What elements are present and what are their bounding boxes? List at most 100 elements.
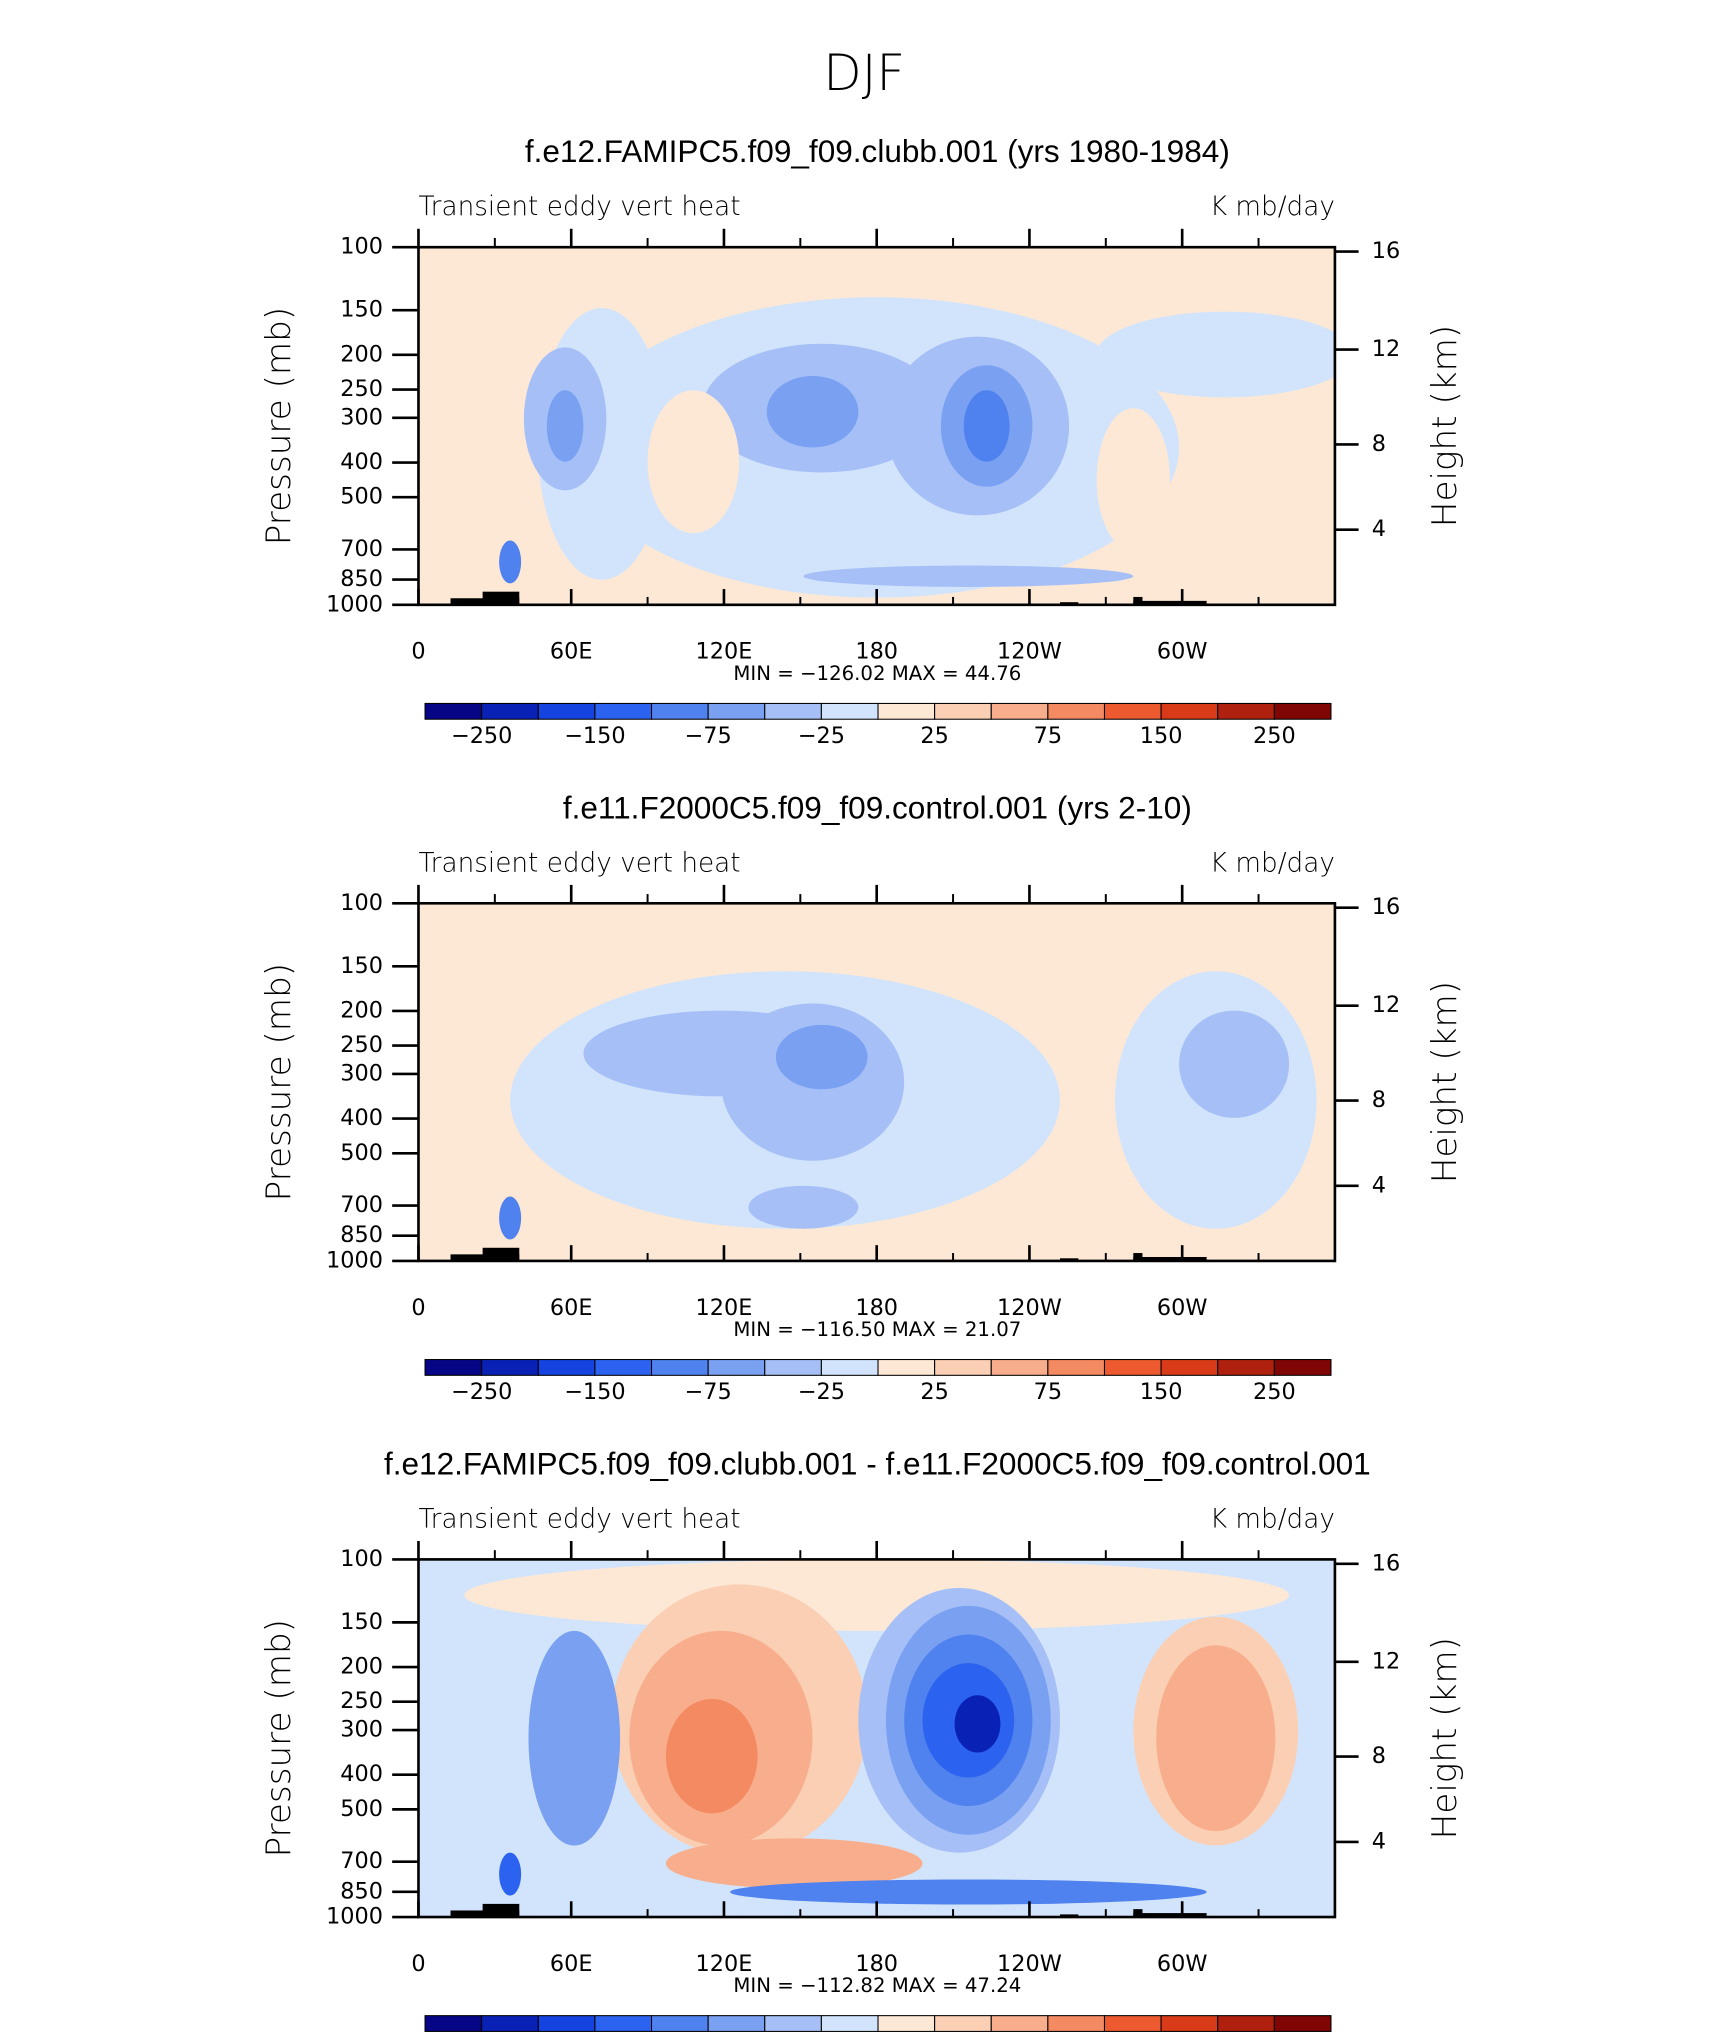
colorbar-box (707, 2015, 766, 2032)
y-tick-label: 400 (340, 449, 383, 475)
y-tick-label: 100 (340, 234, 383, 260)
x-tick-label: 60W (1157, 639, 1208, 665)
topography (1133, 1256, 1207, 1261)
contour-region (803, 565, 1134, 587)
colorbar-box (707, 1359, 766, 1376)
contour-field (418, 903, 1335, 1261)
colorbar-label: 25 (920, 723, 948, 749)
colorbar-label: −10 (798, 2035, 845, 2038)
y-tick-label: 200 (340, 1654, 383, 1680)
panel-title: f.e12.FAMIPC5.f09_f09.clubb.001 (yrs 198… (525, 133, 1230, 169)
colorbar-box (424, 1359, 483, 1376)
colorbar-label: −75 (685, 723, 732, 749)
topography (1133, 600, 1207, 605)
panel: f.e12.FAMIPC5.f09_f09.clubb.001 - f.e11.… (259, 1445, 1465, 2038)
y-tick-label: 700 (340, 1192, 383, 1218)
y-tick-label: 700 (340, 1848, 383, 1874)
topography (1133, 1253, 1143, 1261)
colorbar-box (990, 1359, 1049, 1376)
y2-tick-label: 12 (1372, 992, 1400, 1018)
colorbar-box (1273, 1359, 1332, 1376)
x-tick-label: 0 (411, 639, 425, 665)
colorbar-box (1047, 2015, 1106, 2032)
x-tick-label: 180 (855, 639, 898, 665)
contour-region (647, 390, 740, 534)
contour-region (1096, 311, 1335, 398)
colorbar-label: 80 (1260, 2035, 1288, 2038)
colorbar-box (934, 2015, 992, 2032)
colorbar-label: −25 (798, 1379, 845, 1405)
left-label: Transient eddy vert heat (418, 1504, 740, 1534)
colorbar-box (934, 1359, 992, 1376)
x-tick-label: 60E (550, 639, 593, 665)
colorbar-box (990, 2015, 1049, 2032)
colorbar-box (707, 702, 766, 720)
y-tick-label: 200 (340, 997, 383, 1023)
y2-tick-label: 8 (1372, 1743, 1386, 1769)
contour-region (954, 1695, 1001, 1753)
stats: MIN = −126.02 MAX = 44.76 (733, 662, 1021, 685)
colorbar-label: 150 (1140, 723, 1183, 749)
contour-region (730, 1879, 1207, 1905)
colorbar-box (594, 702, 653, 720)
y2-tick-label: 8 (1372, 431, 1386, 457)
colorbar-box (594, 2015, 653, 2032)
colorbar-box (764, 1359, 822, 1376)
colorbar-label: 75 (1034, 723, 1062, 749)
contour-field (418, 1559, 1335, 1918)
topography (1133, 1909, 1143, 1918)
contour-region (499, 540, 522, 584)
stats: MIN = −112.82 MAX = 47.24 (733, 1974, 1021, 1997)
colorbar-box (877, 702, 936, 720)
y-tick-label: 850 (340, 1878, 383, 1904)
colorbar-box (481, 2015, 539, 2032)
contour-region (464, 1559, 1290, 1631)
colorbar-label: 250 (1253, 1379, 1296, 1405)
colorbar-box (481, 702, 539, 720)
topography (482, 591, 520, 605)
contour-region (665, 1698, 758, 1814)
y-tick-label: 700 (340, 536, 383, 562)
colorbar-box (1217, 702, 1275, 720)
contour-region (1179, 1010, 1290, 1118)
colorbar-box (820, 1359, 879, 1376)
y-tick-label: 500 (340, 1140, 383, 1166)
contour-field (418, 247, 1335, 605)
y-tick-label: 1000 (326, 591, 383, 617)
colorbar-box (1047, 1359, 1106, 1376)
topography (482, 1247, 520, 1261)
y-tick-label: 250 (340, 1688, 383, 1714)
colorbar-box (820, 2015, 879, 2032)
colorbar-box (537, 1359, 596, 1376)
y-tick-label: 500 (340, 1796, 383, 1822)
colorbar-label: −75 (685, 1379, 732, 1405)
colorbar-label: −80 (571, 2035, 618, 2038)
colorbar-box (1160, 2015, 1219, 2032)
contour-region (1156, 1645, 1276, 1832)
x-tick-label: 60E (550, 1951, 593, 1977)
colorbar-box (990, 702, 1049, 720)
colorbar-box (1217, 1359, 1275, 1376)
topography (1133, 596, 1143, 605)
y2-axis-label: Height (km) (1425, 325, 1465, 527)
contour-region (766, 375, 859, 448)
x-tick-label: 60E (550, 1295, 593, 1321)
y-tick-label: 300 (340, 404, 383, 430)
left-label: Transient eddy vert heat (418, 192, 740, 222)
contour-region (546, 390, 584, 462)
y-tick-label: 250 (340, 376, 383, 402)
colorbar-box (424, 702, 483, 720)
panel: f.e12.FAMIPC5.f09_f09.clubb.001 (yrs 198… (259, 133, 1465, 749)
y-tick-label: 150 (340, 297, 383, 323)
colorbar-box (481, 1359, 539, 1376)
colorbar-label: 25 (920, 1379, 948, 1405)
colorbar-box (1103, 702, 1162, 720)
colorbar-box (1047, 702, 1106, 720)
colorbar-box (594, 1359, 653, 1376)
y-tick-label: 100 (340, 1546, 383, 1572)
y-tick-label: 150 (340, 953, 383, 979)
panel-title: f.e12.FAMIPC5.f09_f09.clubb.001 - f.e11.… (384, 1445, 1371, 1481)
x-tick-label: 120E (696, 639, 753, 665)
colorbar-label: 75 (1034, 1379, 1062, 1405)
colorbar-label: 0 (928, 2035, 942, 2038)
